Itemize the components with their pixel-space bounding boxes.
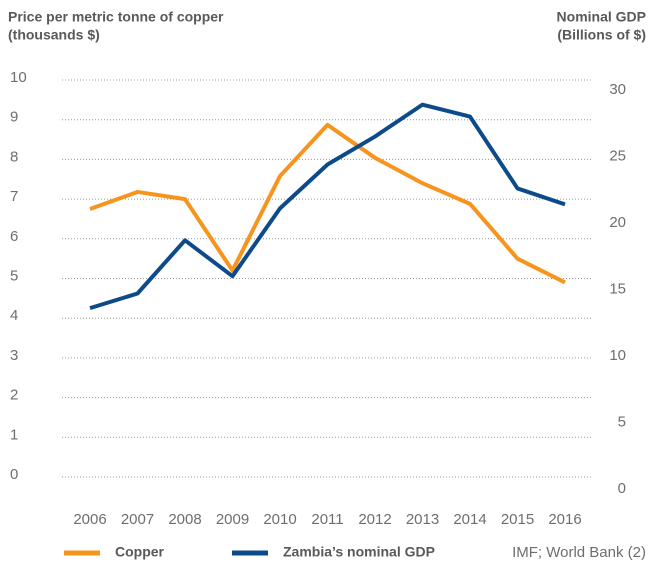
y-tick-label: 9 bbox=[10, 109, 18, 126]
source: IMF; World Bank (2) bbox=[512, 544, 646, 561]
y-tick-label: 10 bbox=[10, 69, 27, 86]
y2-tick-label: 20 bbox=[609, 214, 626, 231]
y-tick-label: 6 bbox=[10, 228, 18, 245]
y-tick-label: 7 bbox=[10, 188, 18, 205]
x-tick-label: 2012 bbox=[358, 511, 391, 528]
x-tick-label: 2007 bbox=[121, 511, 154, 528]
y-tick-label: 1 bbox=[10, 426, 18, 443]
y2-tick-label: 5 bbox=[618, 413, 626, 430]
y-tick-label: 2 bbox=[10, 387, 18, 404]
y-tick-label: 8 bbox=[10, 148, 18, 165]
y2-axis-title: (Billions of $) bbox=[557, 27, 646, 43]
y2-tick-label: 25 bbox=[609, 147, 626, 164]
legend-label: Copper bbox=[115, 544, 165, 560]
x-tick-label: 2013 bbox=[406, 511, 439, 528]
x-tick-label: 2014 bbox=[453, 511, 486, 528]
y-tick-label: 4 bbox=[10, 307, 18, 324]
x-tick-label: 2009 bbox=[216, 511, 249, 528]
y2-axis-title: Nominal GDP bbox=[557, 9, 646, 25]
x-tick-label: 2015 bbox=[501, 511, 534, 528]
x-tick-label: 2011 bbox=[311, 511, 343, 528]
x-tick-label: 2010 bbox=[263, 511, 296, 528]
legend-label: Zambia’s nominal GDP bbox=[283, 544, 435, 560]
line-series bbox=[89, 102, 566, 311]
y-tick-label: 5 bbox=[10, 267, 18, 284]
y-axis-title: (thousands $) bbox=[8, 27, 100, 43]
y2-tick-label: 0 bbox=[618, 480, 626, 497]
y-tick-label: 3 bbox=[10, 347, 18, 364]
y2-tick-label: 15 bbox=[609, 280, 626, 297]
y-axis-title: Price per metric tonne of copper bbox=[8, 9, 224, 25]
y-tick-label: 0 bbox=[10, 466, 18, 483]
line-series bbox=[89, 122, 566, 285]
x-tick-label: 2006 bbox=[73, 511, 106, 528]
x-tick-label: 2016 bbox=[548, 511, 581, 528]
y2-tick-label: 10 bbox=[609, 347, 626, 364]
y2-tick-label: 30 bbox=[609, 81, 626, 98]
x-tick-label: 2008 bbox=[168, 511, 201, 528]
